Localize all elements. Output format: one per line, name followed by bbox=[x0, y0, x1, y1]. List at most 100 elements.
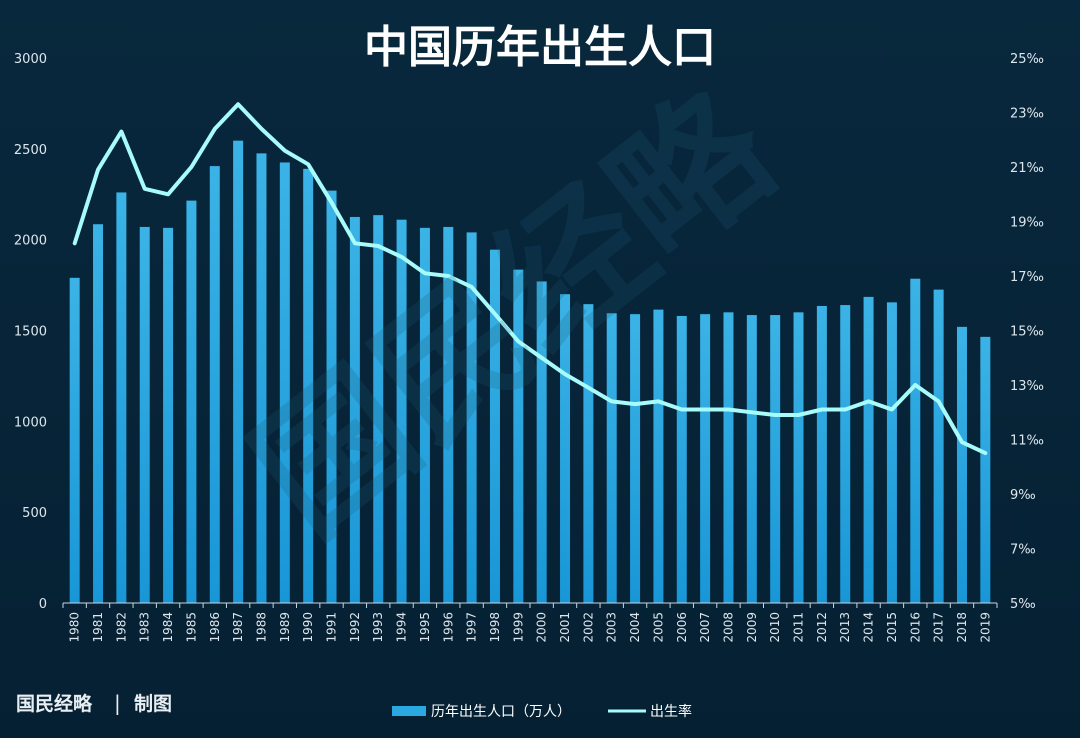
bar bbox=[69, 277, 80, 603]
x-tick-label: 2003 bbox=[605, 612, 619, 643]
left-tick-label: 500 bbox=[22, 506, 47, 521]
x-tick-label: 2008 bbox=[721, 612, 735, 643]
bar bbox=[326, 190, 337, 603]
bar bbox=[840, 305, 851, 603]
legend-line-label: 出生率 bbox=[650, 703, 692, 720]
x-tick-label: 2001 bbox=[558, 612, 572, 643]
birth-rate-line bbox=[72, 102, 988, 456]
right-tick-label: 17‰ bbox=[1010, 270, 1044, 285]
left-axis: 0 500 1000 1500 2000 2500 3000 bbox=[14, 52, 47, 612]
x-tick-label: 1999 bbox=[511, 612, 525, 643]
bar bbox=[700, 314, 711, 603]
bar bbox=[139, 226, 150, 603]
bar bbox=[419, 227, 430, 603]
bar bbox=[186, 200, 197, 603]
right-tick-label: 21‰ bbox=[1010, 161, 1044, 176]
bar bbox=[489, 249, 500, 604]
x-tick-label: 1996 bbox=[441, 612, 455, 643]
bar bbox=[256, 153, 267, 603]
right-tick-label: 19‰ bbox=[1010, 216, 1044, 231]
x-tick-label: 2007 bbox=[698, 612, 712, 643]
bar bbox=[163, 227, 174, 603]
x-tick-label: 1981 bbox=[91, 612, 105, 643]
left-tick-label: 0 bbox=[39, 597, 47, 612]
x-tick-label: 2010 bbox=[768, 612, 782, 643]
x-tick-label: 1987 bbox=[231, 612, 245, 643]
bar bbox=[279, 162, 290, 604]
x-tick-label: 1990 bbox=[301, 612, 315, 643]
bar-series bbox=[69, 140, 991, 604]
bar bbox=[396, 219, 407, 603]
bar bbox=[653, 309, 664, 603]
legend: 历年出生人口（万人） 出生率 bbox=[392, 703, 692, 720]
x-tick-label: 1985 bbox=[184, 612, 198, 643]
legend-bar-swatch bbox=[392, 706, 426, 716]
right-tick-label: 5‰ bbox=[1010, 597, 1036, 612]
x-tick-label: 1993 bbox=[371, 612, 385, 643]
bar bbox=[466, 232, 477, 603]
credit-separator: | bbox=[114, 691, 121, 715]
bar bbox=[863, 296, 874, 603]
right-tick-label: 9‰ bbox=[1010, 488, 1036, 503]
x-tick-label: 1994 bbox=[395, 612, 409, 643]
x-tick-label: 1992 bbox=[348, 612, 362, 643]
bar bbox=[956, 326, 967, 603]
x-tick-label: 1980 bbox=[68, 612, 82, 643]
bar bbox=[209, 166, 220, 603]
chart-title: 中国历年出生人口 bbox=[364, 22, 716, 73]
left-tick-label: 1000 bbox=[14, 415, 47, 430]
bar bbox=[630, 314, 641, 603]
line-series bbox=[72, 102, 988, 456]
x-tick-label: 1998 bbox=[488, 612, 502, 643]
bar bbox=[793, 312, 804, 603]
legend-bar-label: 历年出生人口（万人） bbox=[431, 704, 571, 720]
x-tick-label: 2014 bbox=[862, 612, 876, 643]
x-tick-label: 2015 bbox=[885, 612, 899, 643]
right-tick-label: 25‰ bbox=[1010, 52, 1044, 67]
x-tick-label: 2011 bbox=[792, 612, 806, 643]
x-tick-label: 2005 bbox=[651, 612, 665, 643]
x-tick-label: 1997 bbox=[465, 612, 479, 643]
x-tick-label: 2006 bbox=[675, 612, 689, 643]
bar bbox=[513, 269, 524, 603]
bar bbox=[583, 304, 594, 603]
x-tick-label: 2002 bbox=[581, 612, 595, 643]
bar bbox=[816, 305, 827, 603]
bar bbox=[93, 224, 104, 603]
x-tick-label: 1989 bbox=[278, 612, 292, 643]
left-tick-label: 2000 bbox=[14, 234, 47, 249]
bar bbox=[116, 192, 127, 603]
right-tick-label: 15‰ bbox=[1010, 325, 1044, 340]
x-tick-label: 2013 bbox=[838, 612, 852, 643]
x-tick-label: 2009 bbox=[745, 612, 759, 643]
bar bbox=[443, 226, 454, 603]
x-axis: 1980 1981 1982 1983 1984 1985 1986 1987 1988 1989… bbox=[62, 602, 998, 643]
right-axis: 5‰ 7‰ 9‰ 11‰ 13‰ 15‰ 17‰ 19‰ 21‰ 23‰ 25‰ bbox=[1010, 52, 1044, 612]
bar bbox=[560, 294, 571, 603]
bar bbox=[746, 315, 757, 603]
bar bbox=[886, 302, 897, 603]
left-tick-label: 3000 bbox=[14, 52, 47, 67]
x-tick-label: 1988 bbox=[254, 612, 268, 643]
x-tick-label: 1983 bbox=[138, 612, 152, 643]
left-tick-label: 1500 bbox=[14, 325, 47, 340]
right-tick-label: 11‰ bbox=[1010, 434, 1044, 449]
bar bbox=[933, 289, 944, 603]
left-tick-label: 2500 bbox=[14, 143, 47, 158]
x-tick-label: 2017 bbox=[932, 612, 946, 643]
right-tick-label: 7‰ bbox=[1010, 543, 1036, 558]
x-tick-label: 1991 bbox=[325, 612, 339, 643]
x-tick-label: 2019 bbox=[978, 612, 992, 643]
x-tick-label: 1995 bbox=[418, 612, 432, 643]
bar bbox=[606, 313, 617, 603]
x-tick-label: 1984 bbox=[161, 612, 175, 643]
right-tick-label: 13‰ bbox=[1010, 379, 1044, 394]
bar bbox=[910, 278, 921, 603]
bar bbox=[676, 315, 687, 603]
x-tick-label: 2018 bbox=[955, 612, 969, 643]
bar bbox=[723, 312, 734, 603]
bar bbox=[303, 168, 314, 604]
bar bbox=[770, 315, 781, 603]
bar bbox=[349, 216, 360, 604]
